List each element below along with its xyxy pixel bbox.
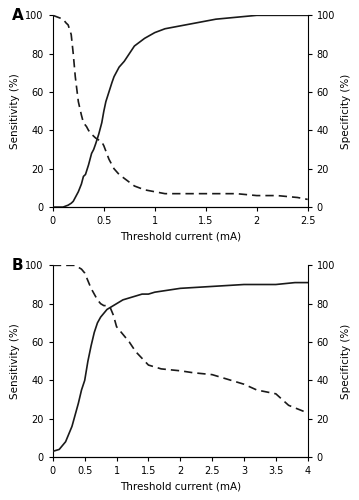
Y-axis label: Sensitivity (%): Sensitivity (%) [10,324,20,399]
Y-axis label: Sensitivity (%): Sensitivity (%) [10,74,20,149]
Y-axis label: Specificity (%): Specificity (%) [341,324,351,399]
Text: B: B [12,258,24,272]
Text: A: A [12,8,24,22]
X-axis label: Threshold current (mA): Threshold current (mA) [120,482,241,492]
Y-axis label: Specificity (%): Specificity (%) [341,74,351,149]
X-axis label: Threshold current (mA): Threshold current (mA) [120,232,241,241]
